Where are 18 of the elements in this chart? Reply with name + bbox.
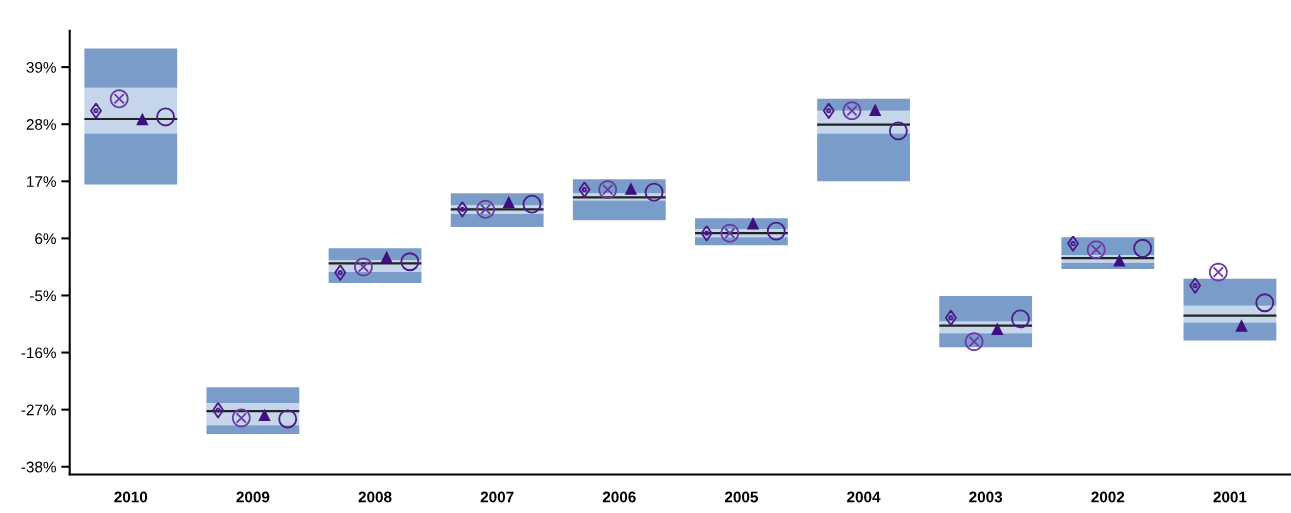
x-tick-label: 2007: [480, 491, 514, 503]
y-tick-label: -16%: [21, 347, 56, 359]
x-tick-label: 2004: [847, 491, 881, 503]
x-tick-label: 2008: [358, 491, 392, 503]
x-tick-label: 2005: [724, 491, 758, 503]
x-tick-label: 2003: [969, 491, 1003, 503]
y-tick-label: -38%: [21, 461, 56, 473]
x-tick-label: 2009: [236, 491, 270, 503]
y-tick-label: -5%: [30, 290, 56, 302]
x-tick-label: 2002: [1091, 491, 1125, 503]
x-tick-label: 2010: [114, 491, 148, 503]
y-tick-label: 6%: [35, 233, 56, 245]
x-tick-label: 2001: [1213, 491, 1247, 503]
y-tick-label: 17%: [27, 176, 56, 187]
y-tick-label: -27%: [21, 404, 56, 416]
y-tick-label: 28%: [26, 119, 56, 130]
y-tick-label: 39%: [26, 61, 56, 73]
x-tick-label: 2006: [602, 491, 636, 503]
